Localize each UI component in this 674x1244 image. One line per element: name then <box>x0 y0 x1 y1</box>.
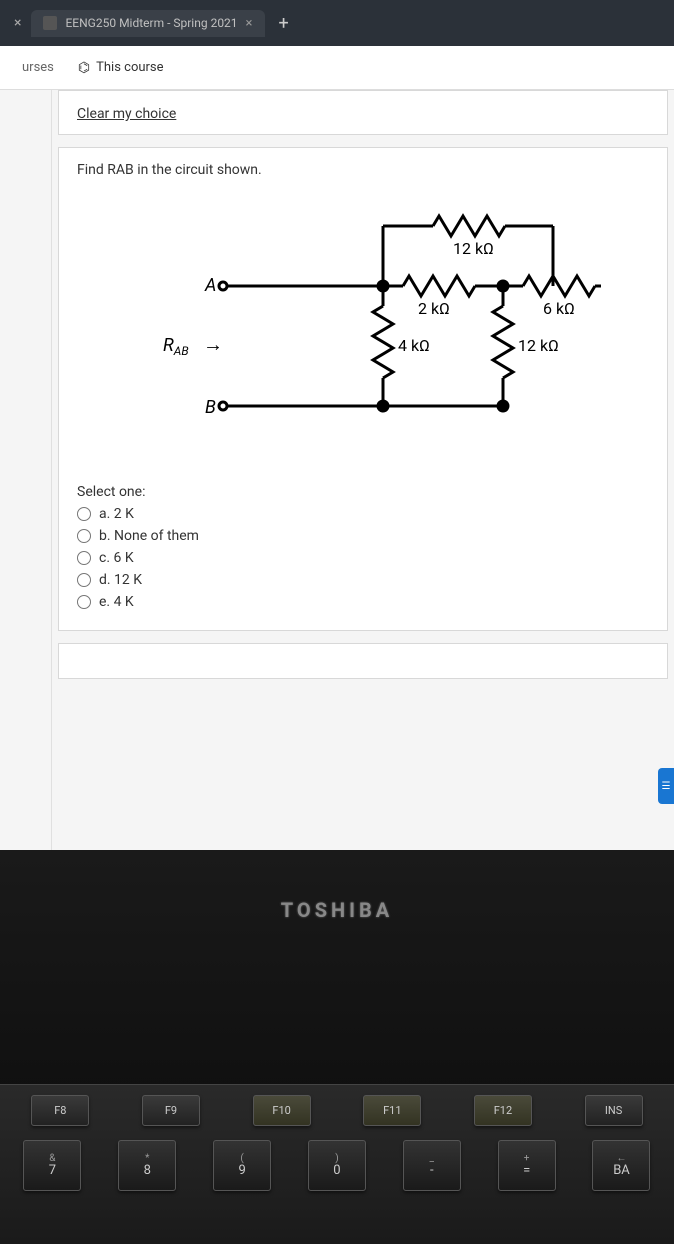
key-8[interactable]: *8 <box>118 1140 176 1191</box>
radio-d[interactable] <box>77 573 91 587</box>
option-c-text: c. 6 K <box>99 550 134 566</box>
key-0[interactable]: )0 <box>308 1140 366 1191</box>
key-f10[interactable]: F10 <box>253 1095 311 1126</box>
nav-this-course-label: This course <box>96 60 163 75</box>
option-a[interactable]: a. 2 K <box>77 506 649 522</box>
svg-text:A: A <box>204 275 216 296</box>
svg-text:4 kΩ: 4 kΩ <box>398 336 430 355</box>
nav-this-course[interactable]: ⌬ This course <box>66 60 176 76</box>
svg-text:→: → <box>203 332 223 356</box>
option-d[interactable]: d. 12 K <box>77 572 649 588</box>
key-minus[interactable]: _- <box>403 1140 461 1191</box>
circuit-diagram: A B RAB → 12 kΩ 2 kΩ 6 kΩ 4 kΩ 12 kΩ <box>123 196 603 456</box>
question-prompt: Find RAB in the circuit shown. <box>77 162 649 178</box>
tab-close-icon[interactable]: × <box>246 16 253 31</box>
close-icon[interactable]: × <box>10 11 25 35</box>
keyboard: F8 F9 F10 F11 F12 INS &7 *8 (9 )0 _- += … <box>0 1084 674 1244</box>
browser-tab-bar: × EENG250 Midterm - Spring 2021 × + <box>0 0 674 46</box>
key-backspace[interactable]: ←BA <box>592 1140 650 1191</box>
laptop-brand-label: TOSHIBA <box>0 850 674 922</box>
key-ins[interactable]: INS <box>585 1095 643 1126</box>
nav-courses-label[interactable]: urses <box>10 60 66 75</box>
browser-tab[interactable]: EENG250 Midterm - Spring 2021 × <box>31 10 264 37</box>
sitemap-icon: ⌬ <box>78 60 90 76</box>
side-panel-toggle[interactable]: ☰ <box>658 768 674 804</box>
radio-c[interactable] <box>77 551 91 565</box>
svg-text:12 kΩ: 12 kΩ <box>518 336 559 355</box>
key-9[interactable]: (9 <box>213 1140 271 1191</box>
tab-title: EENG250 Midterm - Spring 2021 <box>65 16 237 30</box>
new-tab-button[interactable]: + <box>271 11 297 36</box>
page-nav-tabs: urses ⌬ This course <box>0 46 674 90</box>
key-f11[interactable]: F11 <box>363 1095 421 1126</box>
key-f12[interactable]: F12 <box>474 1095 532 1126</box>
svg-text:B: B <box>205 397 216 418</box>
key-7[interactable]: &7 <box>23 1140 81 1191</box>
radio-b[interactable] <box>77 529 91 543</box>
question-content-box: Find RAB in the circuit shown. <box>58 147 668 631</box>
option-c[interactable]: c. 6 K <box>77 550 649 566</box>
option-d-text: d. 12 K <box>99 572 142 588</box>
clear-choice-link[interactable]: Clear my choice <box>77 106 176 122</box>
radio-e[interactable] <box>77 595 91 609</box>
svg-text:6 kΩ: 6 kΩ <box>543 299 575 318</box>
svg-text:2 kΩ: 2 kΩ <box>418 299 450 318</box>
clear-choice-box: Clear my choice <box>58 90 668 135</box>
tab-favicon-icon <box>43 16 57 30</box>
option-b-text: b. None of them <box>99 528 199 544</box>
option-b[interactable]: b. None of them <box>77 528 649 544</box>
key-f8[interactable]: F8 <box>31 1095 89 1126</box>
laptop-bezel: TOSHIBA F8 F9 F10 F11 F12 INS &7 *8 (9 )… <box>0 850 674 1244</box>
svg-text:RAB: RAB <box>163 335 189 358</box>
option-e[interactable]: e. 4 K <box>77 594 649 610</box>
select-one-label: Select one: <box>77 484 649 500</box>
question-number-column <box>0 90 52 850</box>
next-question-box <box>58 643 668 679</box>
key-equals[interactable]: += <box>498 1140 556 1191</box>
svg-text:12 kΩ: 12 kΩ <box>453 239 494 258</box>
option-a-text: a. 2 K <box>99 506 134 522</box>
option-e-text: e. 4 K <box>99 594 134 610</box>
key-f9[interactable]: F9 <box>142 1095 200 1126</box>
radio-a[interactable] <box>77 507 91 521</box>
